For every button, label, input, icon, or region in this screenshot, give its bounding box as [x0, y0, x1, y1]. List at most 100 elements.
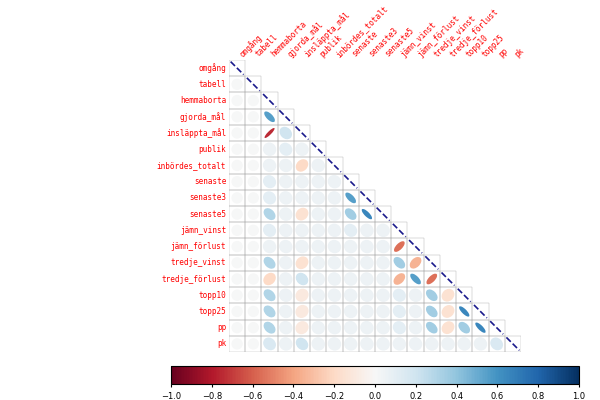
Ellipse shape: [328, 175, 341, 188]
Ellipse shape: [409, 337, 422, 351]
Ellipse shape: [376, 240, 390, 253]
Ellipse shape: [232, 273, 243, 285]
Ellipse shape: [426, 322, 437, 334]
Ellipse shape: [311, 191, 325, 205]
Ellipse shape: [263, 322, 275, 334]
Ellipse shape: [279, 207, 293, 221]
Ellipse shape: [328, 305, 341, 318]
Ellipse shape: [360, 240, 374, 253]
Ellipse shape: [295, 240, 309, 253]
Ellipse shape: [248, 160, 259, 171]
Ellipse shape: [232, 306, 243, 317]
Ellipse shape: [248, 95, 259, 106]
Ellipse shape: [248, 144, 259, 155]
Ellipse shape: [248, 273, 259, 285]
Ellipse shape: [490, 338, 503, 350]
Ellipse shape: [232, 257, 243, 268]
Ellipse shape: [311, 272, 325, 286]
Ellipse shape: [344, 305, 358, 318]
Ellipse shape: [248, 306, 259, 317]
Ellipse shape: [296, 208, 308, 220]
Ellipse shape: [394, 241, 404, 252]
Ellipse shape: [279, 191, 293, 205]
Ellipse shape: [328, 337, 341, 351]
Ellipse shape: [296, 256, 308, 269]
Ellipse shape: [263, 306, 275, 317]
Ellipse shape: [394, 257, 405, 268]
Ellipse shape: [360, 288, 374, 302]
Ellipse shape: [248, 322, 259, 333]
Ellipse shape: [232, 95, 243, 106]
Ellipse shape: [376, 288, 390, 302]
Ellipse shape: [328, 224, 341, 237]
Ellipse shape: [344, 321, 358, 334]
Ellipse shape: [474, 337, 487, 351]
Ellipse shape: [409, 288, 422, 302]
Ellipse shape: [376, 256, 390, 270]
Ellipse shape: [248, 290, 259, 301]
Ellipse shape: [360, 224, 374, 237]
Ellipse shape: [279, 159, 293, 172]
Ellipse shape: [475, 322, 485, 333]
Ellipse shape: [263, 224, 276, 237]
Ellipse shape: [328, 240, 341, 253]
Ellipse shape: [232, 192, 243, 204]
Ellipse shape: [344, 288, 358, 302]
Ellipse shape: [311, 240, 325, 253]
Ellipse shape: [279, 256, 293, 270]
Ellipse shape: [296, 273, 308, 285]
Ellipse shape: [248, 241, 259, 252]
Ellipse shape: [360, 272, 374, 286]
Ellipse shape: [442, 321, 454, 334]
Ellipse shape: [232, 144, 243, 155]
Ellipse shape: [426, 290, 437, 301]
Ellipse shape: [311, 321, 325, 334]
Ellipse shape: [328, 272, 341, 286]
Ellipse shape: [393, 305, 406, 318]
Ellipse shape: [263, 159, 276, 172]
Ellipse shape: [263, 175, 276, 188]
Ellipse shape: [328, 191, 341, 205]
Ellipse shape: [248, 208, 259, 220]
Ellipse shape: [296, 338, 308, 350]
Ellipse shape: [360, 305, 374, 318]
Ellipse shape: [279, 337, 293, 351]
Ellipse shape: [344, 240, 358, 253]
Ellipse shape: [248, 127, 259, 139]
Ellipse shape: [311, 305, 325, 318]
Ellipse shape: [279, 175, 293, 188]
Ellipse shape: [328, 321, 341, 334]
Ellipse shape: [427, 274, 437, 284]
Ellipse shape: [295, 321, 308, 334]
Ellipse shape: [409, 305, 422, 318]
Ellipse shape: [248, 111, 259, 122]
Ellipse shape: [263, 273, 276, 285]
Ellipse shape: [232, 338, 243, 350]
Ellipse shape: [441, 337, 455, 351]
Ellipse shape: [232, 241, 243, 252]
Ellipse shape: [248, 338, 259, 350]
Ellipse shape: [279, 272, 293, 286]
Ellipse shape: [410, 274, 421, 284]
Ellipse shape: [360, 337, 374, 351]
Ellipse shape: [311, 224, 325, 237]
Ellipse shape: [232, 322, 243, 333]
Ellipse shape: [263, 240, 276, 253]
Ellipse shape: [263, 289, 275, 301]
Ellipse shape: [311, 337, 325, 351]
Ellipse shape: [328, 207, 341, 221]
Ellipse shape: [295, 289, 308, 302]
Ellipse shape: [410, 257, 421, 268]
Ellipse shape: [296, 159, 308, 172]
Ellipse shape: [295, 305, 308, 318]
Ellipse shape: [263, 208, 275, 220]
Ellipse shape: [263, 338, 276, 350]
Ellipse shape: [442, 305, 454, 318]
Ellipse shape: [457, 337, 471, 351]
Ellipse shape: [376, 272, 390, 286]
Ellipse shape: [280, 127, 292, 139]
Ellipse shape: [345, 208, 356, 220]
Ellipse shape: [279, 305, 293, 318]
Ellipse shape: [393, 289, 406, 302]
Ellipse shape: [344, 224, 357, 237]
